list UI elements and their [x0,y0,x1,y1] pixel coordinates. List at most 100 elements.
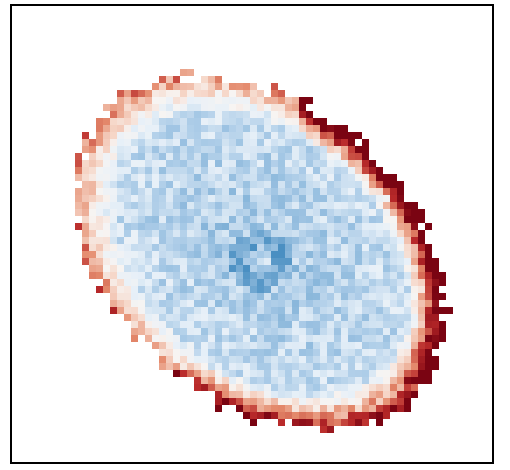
map-cell [383,286,390,293]
map-cell [159,328,166,335]
map-cell [411,300,418,307]
map-cell [180,230,187,237]
map-cell [222,328,229,335]
map-cell [264,286,271,293]
map-cell [222,223,229,230]
map-cell [285,181,292,188]
map-cell [334,342,341,349]
map-cell [110,111,117,118]
map-cell [341,132,348,139]
map-cell [236,223,243,230]
map-cell [411,391,418,398]
map-cell [222,335,229,342]
map-cell [327,195,334,202]
map-cell [369,412,376,419]
map-cell [166,160,173,167]
map-cell [369,188,376,195]
map-cell [418,314,425,321]
map-cell [166,139,173,146]
map-cell [306,363,313,370]
map-cell [264,230,271,237]
map-cell [138,167,145,174]
map-cell [201,244,208,251]
map-cell [131,307,138,314]
map-cell [236,125,243,132]
map-cell [250,104,257,111]
map-cell [89,258,96,265]
map-cell [145,321,152,328]
map-cell [334,356,341,363]
map-cell [145,118,152,125]
map-cell [222,314,229,321]
map-cell [383,398,390,405]
map-cell [334,125,341,132]
map-cell [348,384,355,391]
map-cell [82,160,89,167]
map-cell [96,244,103,251]
map-cell [229,195,236,202]
map-cell [362,342,369,349]
map-cell [369,167,376,174]
map-cell [271,181,278,188]
map-cell [222,153,229,160]
map-cell [194,174,201,181]
map-cell [173,328,180,335]
map-cell [376,251,383,258]
map-cell [166,244,173,251]
map-cell [208,111,215,118]
map-cell [397,384,404,391]
map-cell [138,188,145,195]
map-cell [341,202,348,209]
map-cell [180,342,187,349]
map-cell [222,167,229,174]
map-cell [264,251,271,258]
map-cell [292,153,299,160]
map-cell [411,209,418,216]
map-cell [355,342,362,349]
map-cell [341,223,348,230]
map-cell [215,195,222,202]
map-cell [327,300,334,307]
map-cell [418,370,425,377]
map-cell [264,111,271,118]
map-cell [320,230,327,237]
map-cell [271,104,278,111]
map-cell [243,153,250,160]
map-cell [166,363,173,370]
map-cell [369,272,376,279]
map-cell [369,181,376,188]
map-cell [159,314,166,321]
map-cell [110,244,117,251]
map-cell [131,167,138,174]
map-cell [257,167,264,174]
map-cell [180,118,187,125]
map-cell [439,328,446,335]
map-cell [271,300,278,307]
map-cell [376,265,383,272]
map-cell [299,146,306,153]
map-cell [229,244,236,251]
map-cell [334,167,341,174]
map-cell [327,419,334,426]
map-cell [243,398,250,405]
map-cell [250,391,257,398]
map-cell [369,251,376,258]
map-cell [229,237,236,244]
map-cell [89,167,96,174]
map-cell [159,83,166,90]
map-cell [320,370,327,377]
map-cell [152,258,159,265]
map-cell [327,223,334,230]
map-cell [271,132,278,139]
map-cell [236,146,243,153]
map-cell [327,265,334,272]
map-cell [187,111,194,118]
map-cell [222,349,229,356]
map-cell [397,300,404,307]
map-cell [236,286,243,293]
map-cell [152,181,159,188]
map-cell [208,335,215,342]
map-cell [257,265,264,272]
map-cell [390,363,397,370]
map-cell [208,286,215,293]
